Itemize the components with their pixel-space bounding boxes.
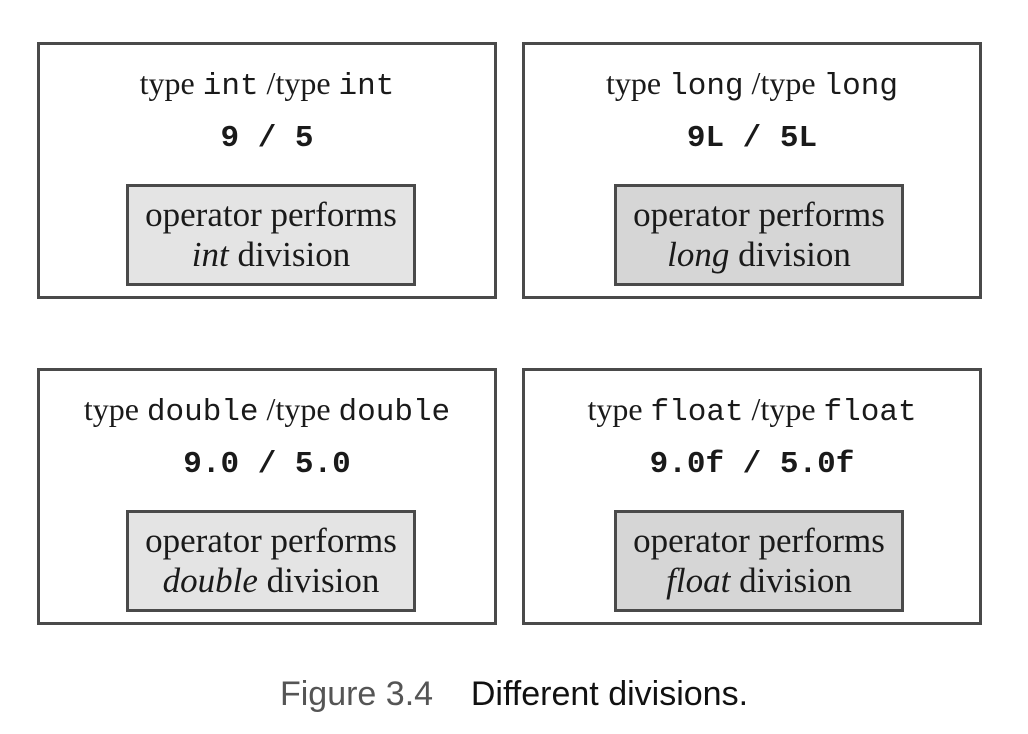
type-word-right: /type	[266, 65, 331, 101]
type-word: type	[606, 65, 662, 101]
panel-int-division: type int /type int 9 / 5 operator perfor…	[37, 42, 497, 299]
type-word: type	[83, 391, 139, 427]
type-word-right: /type	[751, 65, 816, 101]
division-expression: 9.0f / 5.0f	[649, 447, 855, 482]
division-word: division	[729, 235, 851, 274]
type-word: type	[139, 65, 195, 101]
division-word: division	[730, 561, 852, 600]
type-line: type double /type double	[40, 389, 494, 433]
figure-caption: Figure 3.4 Different divisions.	[0, 672, 1028, 716]
type-word-right: /type	[751, 391, 816, 427]
operator-box: operator performs int division	[126, 184, 416, 286]
type-name-right: long	[823, 69, 898, 104]
operator-division-line: long division	[617, 235, 901, 275]
type-name-left: float	[650, 395, 744, 430]
type-word: type	[587, 391, 643, 427]
operator-type: double	[162, 561, 258, 600]
type-name-right: float	[823, 395, 917, 430]
operator-type: int	[191, 235, 229, 274]
division-expression: 9 / 5	[220, 121, 314, 156]
type-name-left: long	[669, 69, 744, 104]
operator-box: operator performs double division	[126, 510, 416, 612]
type-line: type float /type float	[525, 389, 979, 433]
operator-label: operator performs	[145, 521, 397, 560]
operator-type: long	[667, 235, 730, 274]
operator-label: operator performs	[633, 195, 885, 234]
division-word: division	[228, 235, 351, 274]
operator-box: operator performs float division	[614, 510, 904, 612]
operator-division-line: float division	[617, 561, 901, 601]
operator-division-line: double division	[129, 561, 413, 601]
operator-box: operator performs long division	[614, 184, 904, 286]
type-name-left: int	[202, 69, 259, 104]
type-line: type int /type int	[40, 63, 494, 107]
division-expression: 9L / 5L	[686, 121, 818, 156]
type-name-right: double	[338, 395, 451, 430]
figure-caption-text: Different divisions.	[470, 675, 749, 713]
operator-division-line: int division	[129, 235, 413, 275]
operator-type: float	[666, 561, 731, 600]
figure-number: Figure 3.4	[279, 675, 434, 713]
panel-long-division: type long /type long 9L / 5L operator pe…	[522, 42, 982, 299]
type-line: type long /type long	[525, 63, 979, 107]
panel-float-division: type float /type float 9.0f / 5.0f opera…	[522, 368, 982, 625]
operator-label: operator performs	[633, 521, 885, 560]
division-expression: 9.0 / 5.0	[183, 447, 351, 482]
operator-label: operator performs	[145, 195, 397, 234]
type-name-right: int	[338, 69, 395, 104]
panel-double-division: type double /type double 9.0 / 5.0 opera…	[37, 368, 497, 625]
type-word-right: /type	[266, 391, 331, 427]
division-word: division	[257, 561, 380, 600]
type-name-left: double	[146, 395, 259, 430]
